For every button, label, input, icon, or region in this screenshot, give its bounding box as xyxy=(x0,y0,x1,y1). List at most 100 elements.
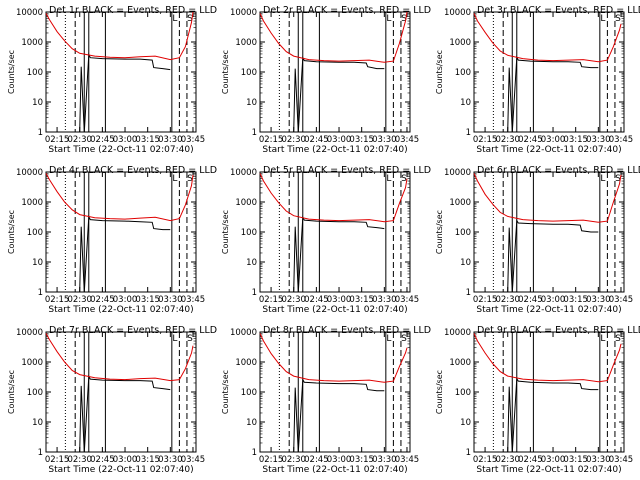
x-tick-label: 02:30 xyxy=(67,455,92,465)
events-series-line xyxy=(293,377,385,453)
y-tick-label: 100 xyxy=(455,228,471,238)
detector-panel: Det 1r BLACK = Events, RED = LLD 1 10 100 10… xyxy=(7,5,217,155)
plot-frame xyxy=(259,11,411,133)
x-tick-label: 02:45 xyxy=(518,135,543,145)
x-tick-label: 02:15 xyxy=(45,295,70,305)
x-tick-label: 02:30 xyxy=(67,135,92,145)
x-tick-label: 02:15 xyxy=(473,295,498,305)
y-tick-label: 10 xyxy=(460,418,471,428)
y-tick-label: 10 xyxy=(32,418,43,428)
y-axis-label: Counts/sec xyxy=(221,210,230,254)
x-tick-label: 03:00 xyxy=(327,135,352,145)
x-tick-label: 02:30 xyxy=(495,135,520,145)
lld-series-line xyxy=(473,333,622,383)
panel-title: Det 7r BLACK = Events, RED = LLD xyxy=(49,325,217,336)
x-tick-label: 03:15 xyxy=(563,295,588,305)
plot-frame xyxy=(259,331,411,453)
corner-label: L xyxy=(386,14,391,24)
y-tick-label: 1000 xyxy=(235,198,257,208)
x-tick-label: 02:30 xyxy=(281,455,306,465)
x-tick-label: 03:15 xyxy=(349,455,374,465)
plot-frame xyxy=(473,11,625,133)
x-tick-label: 03:30 xyxy=(586,455,611,465)
y-tick-label: 10000 xyxy=(16,8,43,18)
y-tick-label: 10000 xyxy=(230,328,257,338)
x-tick-label: 02:15 xyxy=(259,135,284,145)
x-tick-label: 03:45 xyxy=(395,135,420,145)
x-axis-label: Start Time (22-Oct-11 02:07:40) xyxy=(262,145,407,155)
x-tick-label: 03:30 xyxy=(586,295,611,305)
corner-label: S xyxy=(187,14,193,24)
x-tick-label: 03:15 xyxy=(135,455,160,465)
x-axis-label: Start Time (22-Oct-11 02:07:40) xyxy=(476,305,621,315)
x-tick-label: 03:45 xyxy=(395,295,420,305)
x-tick-label: 02:30 xyxy=(495,295,520,305)
corner-label: S xyxy=(615,14,621,24)
corner-label: L xyxy=(172,334,177,344)
x-tick-label: 02:45 xyxy=(90,135,115,145)
detector-panel: Det 2r BLACK = Events, RED = LLD 1 10 100 10… xyxy=(221,5,431,155)
corner-label: L xyxy=(172,174,177,184)
x-tick-label: 03:00 xyxy=(113,295,138,305)
corner-label: L xyxy=(386,334,391,344)
y-tick-label: 10 xyxy=(246,98,257,108)
lld-series-line xyxy=(259,333,408,383)
x-tick-label: 02:30 xyxy=(281,295,306,305)
x-tick-label: 03:15 xyxy=(349,135,374,145)
panel-title: Det 9r BLACK = Events, RED = LLD xyxy=(477,325,640,336)
x-tick-label: 02:15 xyxy=(45,135,70,145)
corner-label: L xyxy=(600,334,605,344)
x-tick-label: 03:45 xyxy=(181,135,206,145)
y-tick-label: 1 xyxy=(252,448,257,458)
x-tick-label: 03:15 xyxy=(563,455,588,465)
plot-frame xyxy=(45,11,197,133)
x-tick-label: 03:15 xyxy=(563,135,588,145)
lld-series-line xyxy=(473,173,622,223)
y-tick-label: 100 xyxy=(241,68,257,78)
detector-panel: Det 6r BLACK = Events, RED = LLD 1 10 100 10… xyxy=(435,165,640,315)
y-tick-label: 1 xyxy=(38,128,43,138)
x-tick-label: 03:30 xyxy=(158,295,183,305)
events-series-line xyxy=(79,374,171,453)
corner-label: S xyxy=(401,174,407,184)
y-tick-label: 100 xyxy=(241,388,257,398)
y-tick-label: 1000 xyxy=(449,358,471,368)
events-series-line xyxy=(79,215,171,293)
x-tick-label: 03:00 xyxy=(541,455,566,465)
y-tick-label: 10 xyxy=(246,258,257,268)
x-tick-label: 03:00 xyxy=(327,455,352,465)
x-tick-label: 03:30 xyxy=(158,455,183,465)
x-tick-label: 02:45 xyxy=(518,455,543,465)
panel-title: Det 8r BLACK = Events, RED = LLD xyxy=(263,325,431,336)
corner-label: L xyxy=(386,174,391,184)
x-tick-label: 03:30 xyxy=(586,135,611,145)
y-tick-label: 10 xyxy=(460,258,471,268)
y-tick-label: 1000 xyxy=(21,358,43,368)
x-tick-label: 03:00 xyxy=(541,135,566,145)
x-tick-label: 03:30 xyxy=(372,135,397,145)
y-tick-label: 10 xyxy=(460,98,471,108)
x-axis-label: Start Time (22-Oct-11 02:07:40) xyxy=(48,465,193,475)
y-tick-label: 1000 xyxy=(235,38,257,48)
y-tick-label: 1000 xyxy=(235,358,257,368)
detector-panel: Det 9r BLACK = Events, RED = LLD 1 10 100 10… xyxy=(435,325,640,475)
y-tick-label: 1 xyxy=(466,128,471,138)
x-tick-label: 02:30 xyxy=(67,295,92,305)
lld-series-line xyxy=(45,173,194,222)
x-tick-label: 03:45 xyxy=(181,455,206,465)
y-tick-label: 100 xyxy=(27,68,43,78)
corner-label: S xyxy=(615,174,621,184)
y-axis-label: Counts/sec xyxy=(221,50,230,94)
corner-label: L xyxy=(600,14,605,24)
y-tick-label: 1000 xyxy=(21,38,43,48)
lld-series-line xyxy=(45,333,194,382)
corner-label: S xyxy=(187,174,193,184)
plot-frame xyxy=(259,171,411,293)
y-tick-label: 10000 xyxy=(16,168,43,178)
corner-label: L xyxy=(600,174,605,184)
panel-title: Det 3r BLACK = Events, RED = LLD xyxy=(477,5,640,16)
x-tick-label: 02:15 xyxy=(473,455,498,465)
panel-title: Det 1r BLACK = Events, RED = LLD xyxy=(49,5,217,16)
lld-series-line xyxy=(473,13,622,63)
y-tick-label: 10000 xyxy=(230,8,257,18)
